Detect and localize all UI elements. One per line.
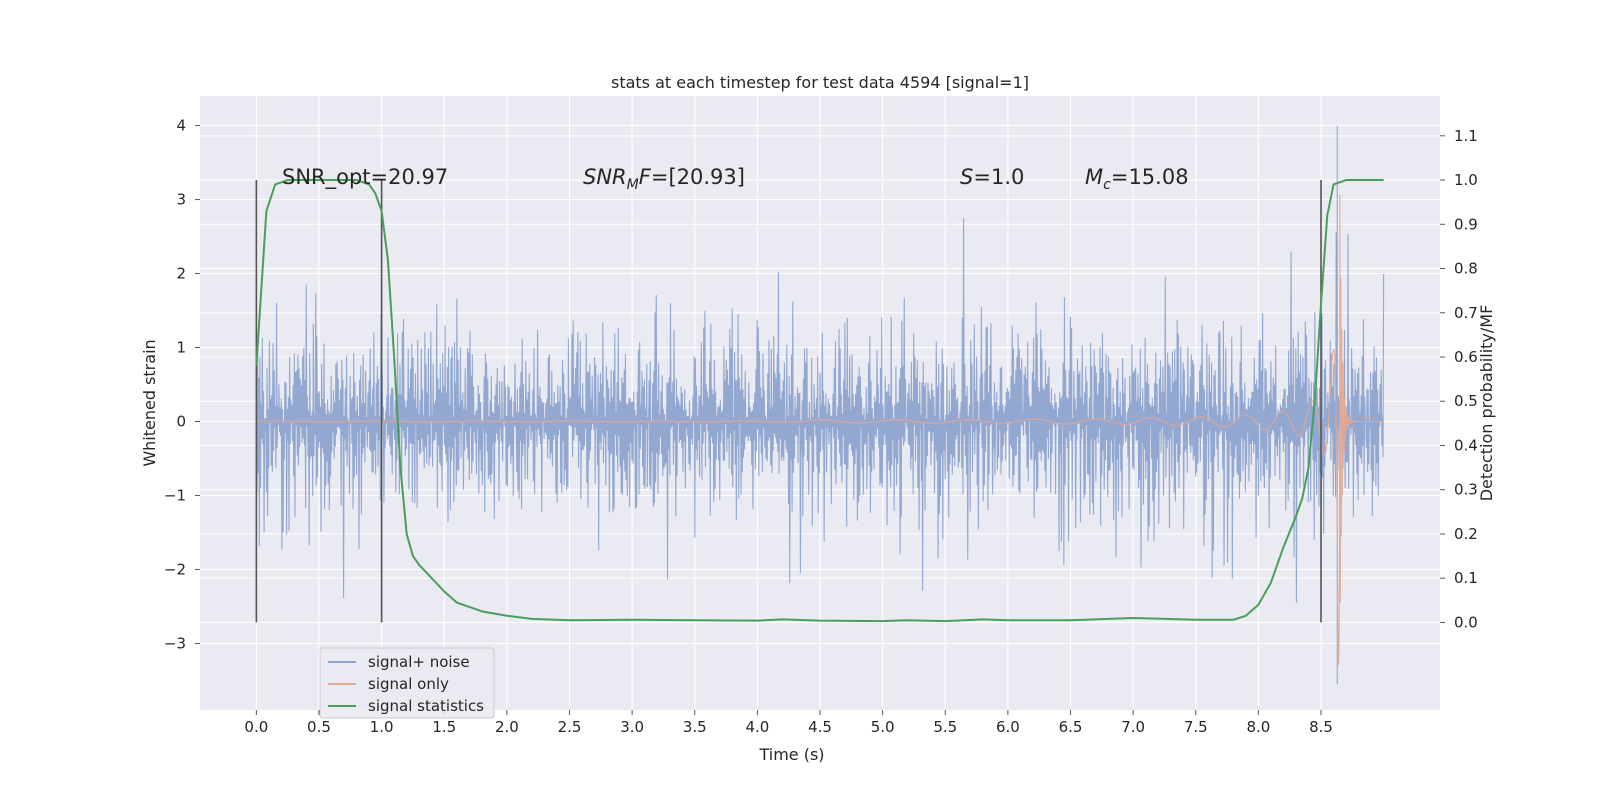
annotation-s: S=1.0 [960,165,1024,189]
y2-tick-label: 1.1 [1454,127,1478,145]
series-line-signal-statistics [255,179,1384,623]
y-axis: 4 3 2 1 0 −1 −2 −3 [164,117,200,652]
x-tick-label: 7.0 [1121,718,1145,736]
series-line-signal-only [256,195,1384,666]
x-tick-label: 4.5 [808,718,832,736]
y2-axis: 1.1 1.0 0.9 0.8 0.7 0.6 0.5 0.4 0.3 0.2 0.1 0.0 [1440,127,1478,631]
y-tick-label: −2 [164,560,186,578]
mc-value: 15.08 [1128,165,1188,189]
y-tick-label: 4 [176,117,186,135]
x-tick-label: 5.0 [871,718,895,736]
y2-tick-label: 0.0 [1454,613,1478,631]
annotation-snr-mf: SNRMF=[20.93] [583,165,745,193]
x-tick-label: 2.0 [495,718,519,736]
legend-label-stats: signal statistics [368,697,484,715]
x-tick-label: 8.5 [1309,718,1333,736]
y2-tick-label: 0.2 [1454,525,1478,543]
series-signal-only [256,195,1384,666]
x-tick-label: 1.0 [370,718,394,736]
y2-tick-label: 0.5 [1454,392,1478,410]
y2-tick-label: 0.6 [1454,348,1478,366]
x-tick-label: 4.0 [745,718,769,736]
y2-tick-label: 0.9 [1454,215,1478,233]
s-value: 1.0 [991,165,1024,189]
x-tick-label: 3.0 [620,718,644,736]
snr-mf-f: F [639,165,652,189]
y2-tick-label: 0.8 [1454,260,1478,278]
snr-mf-subscript: M [627,177,639,193]
y2-tick-label: 0.4 [1454,436,1478,454]
y-tick-label: 3 [176,191,186,209]
snr-mf-value: [20.93] [668,165,745,189]
y-tick-label: 2 [176,265,186,283]
y-tick-label: −3 [164,634,186,652]
y2-axis-label: Detection probability/MF [1477,305,1496,502]
x-tick-label: 0.5 [307,718,331,736]
y2-tick-label: 1.0 [1454,171,1478,189]
x-tick-label: 8.0 [1246,718,1270,736]
mc-symbol: M [1085,165,1103,189]
x-tick-label: 2.5 [558,718,582,736]
snr-mf-symbol: SNR [583,165,627,189]
y-tick-label: −1 [164,486,186,504]
chart-title: stats at each timestep for test data 459… [611,73,1029,92]
annotation-snr-opt: SNR_opt=20.97 [282,165,448,190]
legend: signal+ noise signal only signal statist… [319,647,495,719]
x-axis-label: Time (s) [758,745,824,764]
y-tick-label: 0 [176,412,186,430]
annotation-chirp-mass: Mc=15.08 [1085,165,1189,193]
y-tick-label: 1 [176,339,186,357]
x-tick-label: 0.0 [244,718,268,736]
y2-tick-label: 0.7 [1454,304,1478,322]
x-tick-label: 5.5 [933,718,957,736]
x-axis: 0.0 0.5 1.0 1.5 2.0 2.5 3.0 3.5 4.0 4.5 5.0 5.5 6.0 6… [244,710,1333,736]
legend-box [319,647,495,719]
y2-tick-label: 0.1 [1454,569,1478,587]
x-tick-label: 1.5 [432,718,456,736]
y-axis-label: Whitened strain [140,339,159,466]
s-symbol: S [960,165,973,189]
legend-label-signal: signal only [368,675,449,693]
vertical-markers [255,180,1322,623]
legend-label-noise: signal+ noise [368,653,470,671]
mc-subscript: c [1103,177,1111,193]
x-tick-label: 7.5 [1184,718,1208,736]
x-tick-label: 3.5 [683,718,707,736]
series-signal-statistics [255,179,1384,623]
x-tick-label: 6.0 [996,718,1020,736]
x-tick-label: 6.5 [1059,718,1083,736]
y2-tick-label: 0.3 [1454,481,1478,499]
